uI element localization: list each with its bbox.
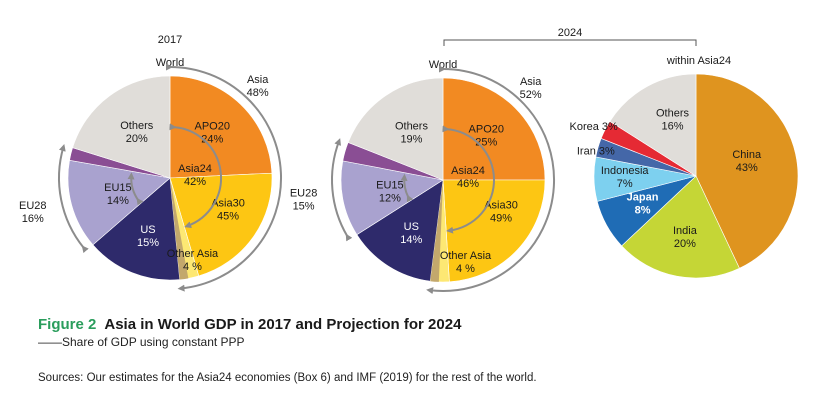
pie2024-year-label: 2024 — [558, 27, 582, 39]
pie2017-label-us: US 15% — [137, 224, 159, 249]
pie2017-year-label: 2017 — [158, 34, 182, 46]
asia24-label-others: Others 16% — [656, 107, 690, 132]
pie2017-arrow-eu28 — [58, 144, 89, 254]
pie2024-label-us: US 14% — [400, 221, 422, 246]
pie2024-arrow-asia — [426, 65, 556, 295]
pie2024-label-asia30: Asia30 49% — [484, 200, 518, 225]
asia24-label-china: China 43% — [732, 149, 762, 174]
asia24-slice-others — [609, 73, 697, 177]
asia24-label-indonesia: Indonesia 7% — [601, 165, 650, 190]
pie2024-label-asia: Asia 52% — [520, 76, 543, 101]
pie2017-arrow-eu15 — [127, 172, 144, 206]
pie2024-slice-asia30 — [442, 179, 546, 283]
pie2017-arrow-asia24 — [169, 123, 223, 229]
asia24-label-japan: Japan 8% — [627, 191, 659, 216]
asia24-slice-china — [695, 73, 799, 269]
pie2024-slice-apo20 — [442, 77, 546, 181]
pie-within-asia24: within Asia24 China 43% India 20% Japan 8%Indo… — [570, 55, 799, 279]
asia24-label-iran: Iran 3% — [577, 145, 615, 157]
asia24-label-korea: Korea 3% — [570, 121, 619, 133]
asia24-slice-india — [621, 175, 740, 279]
figure-caption: Figure 2 Asia in World GDP in 2017 and Pr… — [38, 316, 798, 349]
pie2024-label-eu28: EU28 15% — [290, 187, 318, 212]
pie2017-arrow-asia — [165, 63, 283, 292]
year-bracket-2024 — [443, 39, 697, 46]
pie2017-label-others: Others 20% — [120, 120, 154, 145]
pie2017-slice-others — [72, 75, 171, 179]
figure-subtitle: ——Share of GDP using constant PPP — [38, 335, 245, 349]
pie2017-label-eu28: EU28 16% — [19, 200, 47, 225]
pie2024-arrow-eu15 — [400, 173, 414, 203]
pie2024-arrow-eu28 — [331, 138, 353, 242]
pie2024-label-others: Others 19% — [395, 121, 429, 146]
pie2017-label-asia30: Asia30 45% — [211, 198, 245, 223]
pie2017-slice-asia30 — [169, 172, 273, 277]
figure-sources: Sources: Our estimates for the Asia24 ec… — [38, 372, 537, 384]
asia24-label-india: India 20% — [673, 225, 698, 250]
pie2024-arrow-asia24 — [442, 125, 496, 234]
figure-title-line: Figure 2 Asia in World GDP in 2017 and Pr… — [38, 316, 798, 333]
pie2017-label-eu15: EU15 14% — [104, 182, 132, 207]
asia24-title: within Asia24 — [666, 55, 731, 67]
pie2017-slice-apo20 — [169, 75, 273, 179]
figure-title: Asia in World GDP in 2017 and Projection… — [104, 316, 462, 333]
pie2024-label-asia24: Asia24 46% — [451, 165, 485, 190]
pie2024-label-other-asia: Other Asia 4 % — [440, 250, 492, 275]
pie2017-label-asia: Asia 48% — [247, 74, 270, 99]
pie2024-label-eu15: EU15 12% — [376, 180, 404, 205]
figure-number: Figure 2 — [38, 316, 97, 333]
